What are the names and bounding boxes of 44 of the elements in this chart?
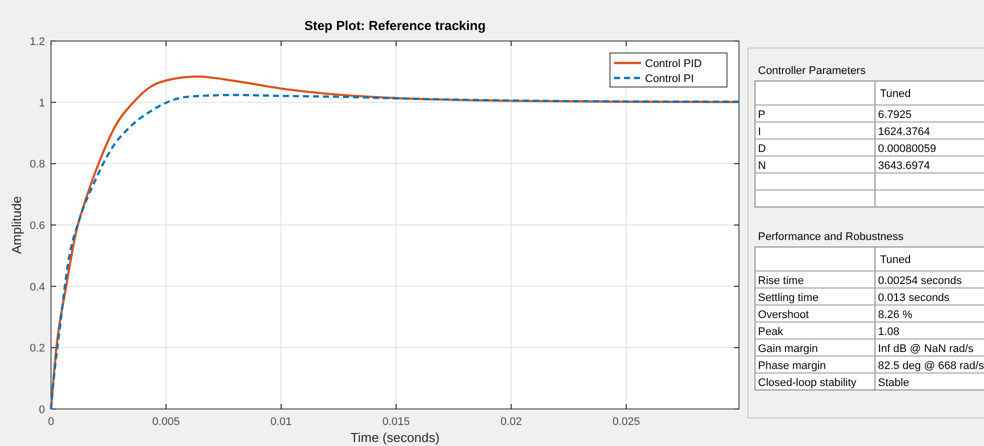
y-tick-label: 0.8	[30, 158, 45, 171]
text: 1.08	[878, 326, 900, 338]
legend-label: Control PID	[645, 58, 702, 70]
y-tick-label: 0	[38, 404, 45, 416]
text: 1624.3764	[878, 126, 930, 138]
x-tick-label: 0.025	[612, 416, 640, 428]
category-label: N	[758, 160, 766, 172]
category-label: Phase margin	[758, 360, 826, 372]
text: Controller Parameters	[758, 65, 866, 77]
text: Performance and Robustness	[758, 231, 904, 243]
y-tick-label: 0.6	[30, 220, 45, 232]
category-label: D	[758, 143, 766, 155]
text: Inf dB @ NaN rad/s	[878, 343, 974, 355]
text: 8.26 %	[878, 309, 912, 321]
category-label: Tuned	[880, 254, 911, 266]
category-label: Overshoot	[758, 309, 809, 321]
y-tick-label: 1.2	[30, 36, 45, 48]
y-tick-label: 0.2	[30, 342, 45, 355]
x-axis-title: Time (seconds)	[350, 430, 440, 445]
text: 0.013 seconds	[878, 292, 950, 304]
y-tick-label: 0.4	[30, 281, 45, 294]
x-tick-label: 0.01	[270, 416, 292, 428]
category-label: Peak	[758, 326, 784, 338]
text: Stable	[878, 377, 910, 389]
text: 3643.6974	[878, 160, 930, 172]
category-label: Rise time	[758, 275, 804, 287]
category-label: Tuned	[880, 88, 911, 100]
category-label: Gain margin	[758, 343, 818, 355]
text: 82.5 deg @ 668 rad/s	[878, 360, 984, 372]
y-tick-label: 1	[38, 97, 45, 110]
x-tick-label: 0.005	[152, 416, 180, 428]
y-axis-title: Amplitude	[9, 196, 24, 254]
x-tick-label: 0.02	[500, 416, 522, 428]
legend-label: Control PI	[645, 73, 694, 85]
category-label: Settling time	[758, 292, 819, 304]
text: 0.00080059	[878, 143, 936, 155]
category-label: Closed-loop stability	[758, 377, 856, 389]
category-label: I	[758, 126, 762, 138]
category-label: P	[758, 109, 766, 121]
text: 6.7925	[878, 109, 912, 121]
chart-title: Step Plot: Reference tracking	[304, 18, 486, 33]
x-tick-label: 0	[48, 416, 54, 428]
text: 0.00254 seconds	[878, 275, 962, 287]
x-tick-label: 0.015	[382, 416, 410, 428]
